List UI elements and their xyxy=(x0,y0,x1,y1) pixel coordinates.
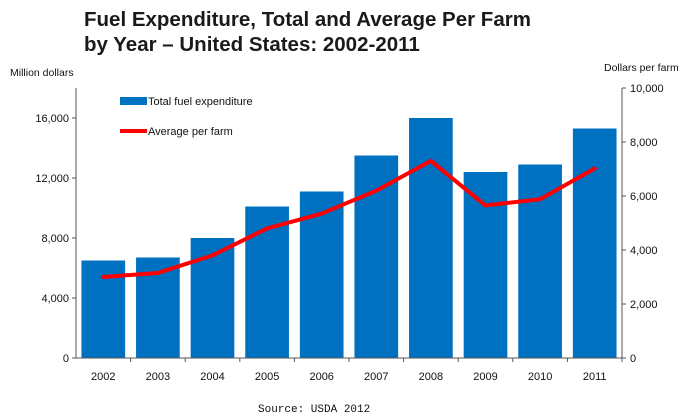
bar-2007 xyxy=(354,155,399,358)
legend-label-line: Average per farm xyxy=(148,126,233,138)
left-tick-label: 8,000 xyxy=(41,233,69,245)
x-tick-label: 2003 xyxy=(146,371,170,383)
x-tick-label: 2011 xyxy=(583,371,607,383)
legend: Total fuel expenditure Average per farm xyxy=(120,96,253,138)
legend-label-bar: Total fuel expenditure xyxy=(148,96,253,108)
bar-2008 xyxy=(409,118,453,358)
right-tick-label: 4,000 xyxy=(630,245,658,257)
right-tick-label: 6,000 xyxy=(630,191,658,203)
right-tick-label: 0 xyxy=(630,353,636,365)
chart-title-line-2: by Year – United States: 2002-2011 xyxy=(84,33,420,56)
bar-2009 xyxy=(463,172,508,358)
x-tick-label: 2005 xyxy=(255,371,279,383)
bar-2005 xyxy=(245,206,289,358)
bar-2010 xyxy=(518,164,562,358)
plot-area: 0 4,000 8,000 12,000 16,000 0 2,000 4,000 6,000 8… xyxy=(35,83,663,383)
left-tick-label: 4,000 xyxy=(41,293,69,305)
x-tick-label: 2002 xyxy=(91,371,115,383)
x-tick-label: 2004 xyxy=(200,371,224,383)
chart-title-line-1: Fuel Expenditure, Total and Average Per … xyxy=(84,8,531,31)
left-tick-label: 16,000 xyxy=(35,113,69,125)
left-tick-label: 0 xyxy=(63,353,69,365)
x-tick-label: 2010 xyxy=(528,371,552,383)
x-tick-label: 2008 xyxy=(419,371,443,383)
right-tick-label: 10,000 xyxy=(630,83,664,95)
source-note: Source: USDA 2012 xyxy=(258,404,370,416)
left-tick-label: 12,000 xyxy=(35,173,69,185)
left-axis-label: Million dollars xyxy=(10,67,74,79)
x-tick-label: 2007 xyxy=(364,371,388,383)
x-tick-label: 2009 xyxy=(473,371,497,383)
right-axis-label: Dollars per farm xyxy=(604,62,679,74)
x-tick-label: 2006 xyxy=(309,371,333,383)
bar-2011 xyxy=(572,128,617,358)
legend-swatch-bar xyxy=(120,97,147,105)
right-tick-label: 2,000 xyxy=(630,299,658,311)
right-tick-label: 8,000 xyxy=(630,137,658,149)
average-per-farm-line xyxy=(101,158,597,279)
